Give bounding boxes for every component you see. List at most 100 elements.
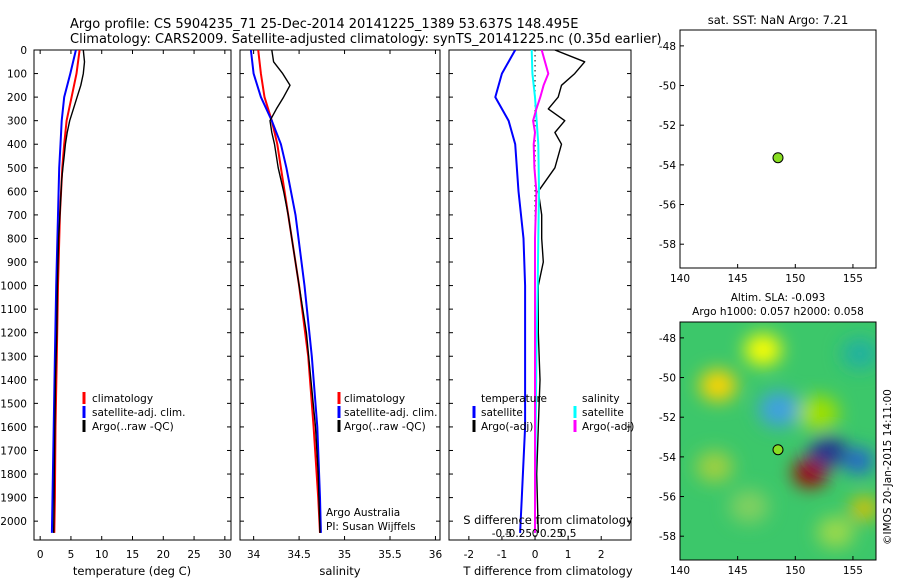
depth-tick-label: 1100 <box>0 304 27 316</box>
legend-t-argo: Argo(-adj) <box>481 421 533 433</box>
sla-heatmap <box>680 322 876 560</box>
sla-anomaly-blob <box>699 369 737 402</box>
temperature-xlabel: temperature (deg C) <box>73 564 191 578</box>
sla-anomaly-blob <box>758 391 800 427</box>
legend-t-satellite: satellite <box>481 407 523 419</box>
map-x-tick-label: 140 <box>670 273 690 285</box>
x-tick-label: 0 <box>532 549 539 561</box>
header-line1: Argo profile: CS 5904235_71 25-Dec-2014 … <box>70 17 578 32</box>
series-line-climatology <box>53 50 81 533</box>
s-tick-label: -0.25 <box>505 528 532 540</box>
legend-s-argo: Argo(-adj) <box>582 421 634 433</box>
sla-anomaly-blob <box>744 334 782 366</box>
map-x-tick-label: 155 <box>843 565 863 577</box>
depth-tick-label: 500 <box>7 163 27 175</box>
x-tick-label: 35.5 <box>378 549 401 561</box>
x-tick-label: 30 <box>218 549 231 561</box>
sla-anomaly-blob <box>817 516 855 548</box>
depth-tick-label: 800 <box>7 233 27 245</box>
depth-tick-label: 200 <box>7 92 27 104</box>
sst-float-position <box>772 152 784 164</box>
x-tick-label: 15 <box>126 549 139 561</box>
sst-map-title: sat. SST: NaN Argo: 7.21 <box>708 13 849 27</box>
map-y-tick-label: -50 <box>659 81 676 93</box>
s-difference-label: S difference from climatology <box>463 513 633 527</box>
sla-anomaly-field <box>696 334 876 548</box>
depth-tick-label: 1300 <box>0 351 27 363</box>
depth-tick-label: 2000 <box>0 516 27 528</box>
map-y-tick-label: -56 <box>659 200 676 212</box>
salinity-profiles <box>249 50 322 533</box>
x-tick-label: -1 <box>497 549 507 561</box>
x-tick-label: -2 <box>464 549 474 561</box>
depth-tick-label: 1400 <box>0 375 27 387</box>
legend-s-satellite: satellite <box>582 407 624 419</box>
sla-map-subtitle: Argo h1000: 0.057 h2000: 0.058 <box>692 306 864 318</box>
map-x-tick-label: 145 <box>728 273 748 285</box>
sla-anomaly-blob <box>696 451 734 483</box>
map-y-tick-label: -48 <box>659 333 676 345</box>
depth-tick-label: 100 <box>7 69 27 81</box>
credit-pi: PI: Susan Wijffels <box>326 521 416 533</box>
x-tick-label: 5 <box>68 549 75 561</box>
temperature-legend: climatology satellite-adj. clim. Argo(..… <box>82 392 185 433</box>
imos-stamp: ©IMOS 20-Jan-2015 14:11:00 <box>882 389 894 545</box>
x-tick-label: 0 <box>37 549 44 561</box>
map-x-tick-label: 150 <box>785 565 805 577</box>
depth-tick-label: 600 <box>7 186 27 198</box>
map-y-tick-label: -58 <box>659 239 676 251</box>
x-tick-label: 2 <box>598 549 605 561</box>
salinity-legend: climatology satellite-adj. clim. Argo(..… <box>337 392 437 433</box>
diff-series-line <box>532 50 550 533</box>
sla-map-frame <box>679 321 877 561</box>
sst-map-frame <box>679 29 877 269</box>
depth-tick-label: 0 <box>20 45 27 57</box>
sla-anomaly-blob <box>797 395 840 431</box>
diff-series-line <box>494 50 527 533</box>
salinity-xlabel: salinity <box>319 564 360 578</box>
t-difference-xlabel: T difference from climatology <box>462 564 633 578</box>
sla-anomaly-blob <box>843 448 874 474</box>
sla-map-axes: 140 145 150 155 -48 -50 -52 -54 -56 -58 <box>659 333 863 577</box>
diff-series-line <box>536 50 586 533</box>
depth-tick-label: 1800 <box>0 469 27 481</box>
legend-climatology: climatology <box>92 393 153 405</box>
map-x-tick-label: 150 <box>785 273 805 285</box>
sla-anomaly-blob <box>841 338 876 370</box>
map-x-tick-label: 155 <box>843 273 863 285</box>
difference-profiles <box>494 50 586 537</box>
sla-anomaly-blob <box>792 458 828 488</box>
depth-tick-label: 1200 <box>0 328 27 340</box>
s-tick-label: 0 <box>532 528 539 540</box>
legend-climatology: climatology <box>344 393 405 405</box>
sla-anomaly-blob <box>850 496 876 521</box>
depth-axis: 0 100 200 300 400 500 600 700 800 900 1000 1100 1200… <box>0 45 631 528</box>
salinity-plot-frame <box>239 49 441 541</box>
map-y-tick-label: -56 <box>659 492 676 504</box>
x-tick-label: 36 <box>429 549 443 561</box>
salinity-x-axis: 34 34.5 35 35.5 36 <box>247 50 442 561</box>
s-tick-label: 0.5 <box>560 528 577 540</box>
x-tick-label: 20 <box>157 549 170 561</box>
depth-tick-label: 1900 <box>0 493 27 505</box>
series-line-satellite-adj-clim- <box>249 50 322 533</box>
map-y-tick-label: -54 <box>659 452 676 464</box>
map-y-tick-label: -52 <box>659 412 676 424</box>
series-line-climatology <box>257 50 321 533</box>
x-tick-label: 10 <box>95 549 108 561</box>
x-tick-label: 34 <box>247 549 261 561</box>
sla-float-position <box>772 444 784 456</box>
temperature-profiles <box>50 50 86 533</box>
argo-float-marker <box>772 152 784 164</box>
depth-tick-label: 1600 <box>0 422 27 434</box>
legend-satellite: satellite-adj. clim. <box>92 407 185 419</box>
map-y-tick-label: -54 <box>659 160 676 172</box>
s-tick-label: -0.5 <box>492 528 513 540</box>
sla-map-title: Altim. SLA: -0.093 <box>731 292 826 304</box>
legend-argo: Argo(..raw -QC) <box>92 421 174 433</box>
legend-argo: Argo(..raw -QC) <box>344 421 426 433</box>
x-tick-label: 25 <box>187 549 200 561</box>
temperature-x-axis: 0 5 10 15 20 25 30 <box>37 50 232 561</box>
series-line-satellite-adj-clim- <box>50 50 77 533</box>
credit-argo-australia: Argo Australia <box>326 507 400 519</box>
